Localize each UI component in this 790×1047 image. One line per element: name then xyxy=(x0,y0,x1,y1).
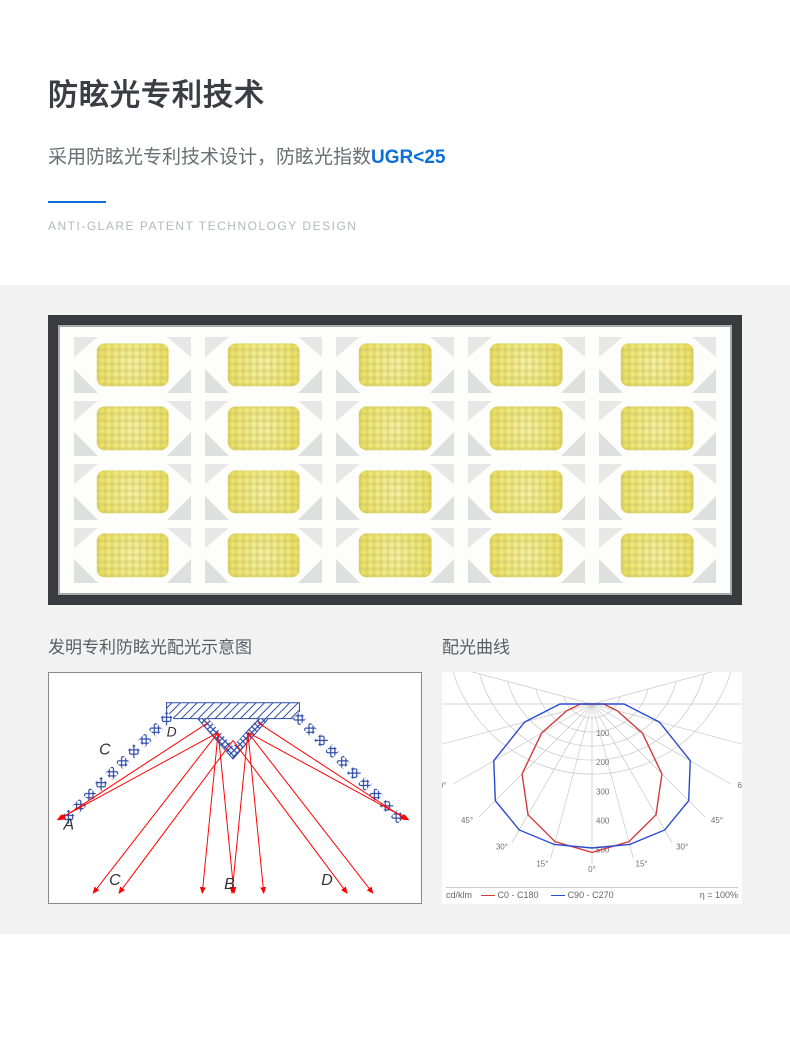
svg-text:0°: 0° xyxy=(588,865,596,874)
led-chip xyxy=(621,470,694,513)
polar-footer: cd/klm C0 - C180C90 - C270 η = 100% xyxy=(446,887,738,900)
led-cell xyxy=(468,337,585,393)
led-chip xyxy=(621,407,694,450)
led-cell xyxy=(336,401,453,457)
led-cell xyxy=(599,401,716,457)
led-cell xyxy=(468,401,585,457)
led-chip xyxy=(227,407,300,450)
led-chip xyxy=(227,343,300,386)
page-title: 防眩光专利技术 xyxy=(48,70,742,114)
svg-text:A: A xyxy=(62,817,74,834)
ugr-highlight: UGR<25 xyxy=(371,147,445,168)
led-chip xyxy=(359,343,432,386)
svg-text:60°: 60° xyxy=(442,781,446,790)
led-chip xyxy=(359,470,432,513)
led-chip xyxy=(96,470,169,513)
led-cell xyxy=(205,337,322,393)
led-cell xyxy=(599,528,716,584)
led-cell xyxy=(74,528,191,584)
led-chip xyxy=(227,534,300,577)
svg-text:30°: 30° xyxy=(676,843,688,852)
accent-divider xyxy=(48,201,106,203)
content-panel: 发明专利防眩光配光示意图 ACDCBD 配光曲线 100200300400500… xyxy=(0,285,790,934)
schematic-title: 发明专利防眩光配光示意图 xyxy=(48,633,422,658)
polar-footer-left: cd/klm C0 - C180C90 - C270 xyxy=(446,890,620,900)
led-cell xyxy=(74,337,191,393)
svg-text:15°: 15° xyxy=(536,859,548,868)
led-chip xyxy=(359,407,432,450)
led-cell xyxy=(205,528,322,584)
led-cell xyxy=(205,464,322,520)
subtitle: 采用防眩光专利技术设计，防眩光指数UGR<25 xyxy=(48,142,742,169)
led-cell xyxy=(336,528,453,584)
led-chip xyxy=(96,534,169,577)
english-caption: ANTI-GLARE PATENT TECHNOLOGY DESIGN xyxy=(48,219,742,233)
svg-text:100: 100 xyxy=(596,729,610,738)
svg-text:60°: 60° xyxy=(738,781,742,790)
polar-footer-right: η = 100% xyxy=(700,890,738,900)
svg-text:300: 300 xyxy=(596,787,610,796)
svg-text:30°: 30° xyxy=(496,843,508,852)
subtitle-prefix: 采用防眩光专利技术设计，防眩光指数 xyxy=(48,147,371,168)
led-cell xyxy=(205,401,322,457)
svg-text:D: D xyxy=(167,723,177,739)
led-chip xyxy=(490,470,563,513)
svg-text:C: C xyxy=(109,872,121,889)
led-chip xyxy=(227,470,300,513)
svg-text:400: 400 xyxy=(596,816,610,825)
diagram-row: 发明专利防眩光配光示意图 ACDCBD 配光曲线 100200300400500… xyxy=(48,633,742,904)
led-cell xyxy=(468,464,585,520)
led-fixture xyxy=(48,315,742,605)
schematic-diagram: A C D C B D xyxy=(48,672,422,904)
led-cell xyxy=(468,528,585,584)
led-chip xyxy=(359,534,432,577)
polar-title: 配光曲线 xyxy=(442,633,742,658)
led-cell xyxy=(599,464,716,520)
svg-text:15°: 15° xyxy=(636,859,648,868)
led-chip xyxy=(490,407,563,450)
led-chip xyxy=(490,343,563,386)
svg-text:45°: 45° xyxy=(711,816,723,825)
led-chip xyxy=(621,534,694,577)
svg-text:B: B xyxy=(224,876,235,893)
polar-chart: 100200300400500105°90°75°60°45°30°15°0°1… xyxy=(442,672,742,904)
led-chip xyxy=(490,534,563,577)
led-cell xyxy=(74,464,191,520)
led-cell xyxy=(336,464,453,520)
svg-text:45°: 45° xyxy=(461,816,473,825)
led-grid xyxy=(58,325,732,595)
svg-text:C: C xyxy=(99,741,111,758)
led-cell xyxy=(74,401,191,457)
led-chip xyxy=(621,343,694,386)
led-cell xyxy=(336,337,453,393)
led-chip xyxy=(96,407,169,450)
svg-text:D: D xyxy=(321,872,332,889)
led-cell xyxy=(599,337,716,393)
led-chip xyxy=(96,343,169,386)
